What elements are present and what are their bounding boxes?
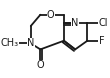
Text: N: N — [72, 18, 79, 28]
Text: O: O — [47, 10, 55, 20]
Text: Cl: Cl — [99, 18, 108, 28]
Text: N: N — [27, 38, 34, 48]
Text: F: F — [99, 36, 104, 46]
Text: CH₃: CH₃ — [0, 38, 19, 48]
Text: O: O — [37, 60, 44, 70]
